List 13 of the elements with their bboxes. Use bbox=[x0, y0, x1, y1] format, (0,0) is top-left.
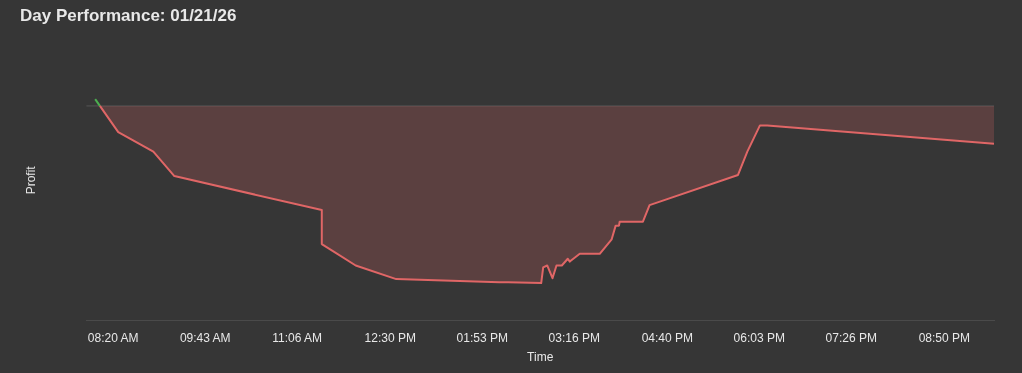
x-tick-label: 01:53 PM bbox=[456, 330, 508, 345]
chart-title: Day Performance: 01/21/26 bbox=[20, 5, 237, 25]
x-tick-label: 09:43 AM bbox=[179, 330, 231, 345]
x-tick-label: 04:40 PM bbox=[641, 330, 694, 345]
x-tick-label: 12:30 PM bbox=[364, 330, 416, 345]
y-axis-title: Profit bbox=[23, 165, 38, 195]
x-tick-label: 08:20 AM bbox=[87, 330, 139, 345]
x-tick-label: 07:26 PM bbox=[825, 330, 877, 345]
x-tick-label: 03:16 PM bbox=[548, 330, 600, 345]
x-tick-label: 11:06 AM bbox=[272, 330, 323, 345]
x-tick-label: 08:50 PM bbox=[918, 330, 971, 345]
x-tick-label: 06:03 PM bbox=[733, 330, 785, 345]
x-axis-title: Time bbox=[527, 350, 554, 365]
